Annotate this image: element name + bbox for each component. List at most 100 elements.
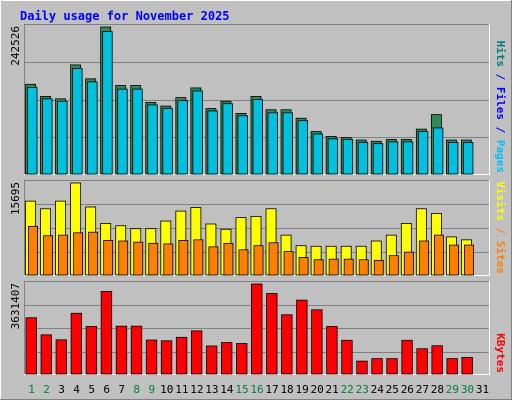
- bar-sites-13: [208, 246, 219, 276]
- x-tick-label-29: 29: [446, 383, 459, 396]
- bar-sites-4: [73, 232, 84, 276]
- bar-sites-27: [418, 240, 429, 276]
- bar-sites-17: [268, 242, 279, 276]
- x-tick-label-19: 19: [295, 383, 308, 396]
- bar-kbytes-10: [160, 340, 173, 375]
- panel-hits-files-pages: 242526 Hits / Files / Pages: [9, 24, 507, 175]
- bar-sites-28: [433, 234, 444, 276]
- bar-kbytes-14: [221, 342, 233, 375]
- bar-kbytes-25: [386, 358, 398, 375]
- bar-kbytes-29: [446, 358, 458, 375]
- x-tick-label-23: 23: [356, 383, 369, 396]
- bar-files-27: [417, 131, 429, 175]
- bar-kbytes-12: [190, 330, 203, 375]
- bar-kbytes-9: [145, 339, 158, 375]
- x-tick-label-5: 5: [88, 383, 95, 396]
- chart-title: Daily usage for November 2025: [20, 9, 230, 23]
- right-axis-label-part: Sites: [494, 241, 507, 274]
- x-tick-label-22: 22: [341, 383, 354, 396]
- x-tick-label-3: 3: [58, 383, 65, 396]
- bar-kbytes-28: [431, 345, 443, 375]
- bar-files-26: [402, 141, 414, 175]
- panel-kbytes: 3631407 KBytes: [9, 281, 507, 375]
- bar-files-30: [463, 142, 474, 175]
- x-tick-label-14: 14: [220, 383, 234, 396]
- right-axis-label-part: Files: [494, 87, 507, 120]
- x-tick-label-12: 12: [190, 383, 203, 396]
- bar-sites-21: [328, 258, 339, 276]
- bar-sites-14: [223, 242, 234, 276]
- right-axis-label-part: KBytes: [494, 333, 507, 373]
- bar-sites-2: [43, 235, 53, 276]
- bar-sites-5: [88, 231, 99, 276]
- bar-files-24: [372, 143, 384, 175]
- bar-files-6: [102, 31, 113, 175]
- bar-kbytes-3: [55, 339, 67, 375]
- right-axis-label-part: /: [494, 67, 507, 87]
- bar-sites-26: [403, 251, 414, 276]
- bar-files-28: [432, 127, 444, 175]
- bar-files-12: [192, 90, 203, 175]
- right-axis-label: Visits / Sites: [494, 181, 507, 274]
- x-tick-label-8: 8: [133, 383, 140, 396]
- bar-files-14: [222, 103, 233, 175]
- bar-files-8: [132, 88, 143, 175]
- bars-kbytes: [25, 283, 473, 375]
- bar-sites-30: [464, 244, 474, 276]
- bar-files-10: [162, 108, 173, 175]
- x-tick-label-10: 10: [160, 383, 173, 396]
- bar-kbytes-1: [25, 317, 37, 375]
- bar-files-4: [72, 68, 83, 175]
- bar-sites-1: [28, 225, 38, 276]
- x-tick-label-24: 24: [371, 383, 385, 396]
- x-tick-label-15: 15: [235, 383, 248, 396]
- bar-sites-22: [343, 258, 354, 276]
- right-axis-label-part: Visits: [494, 181, 507, 221]
- bar-sites-10: [163, 243, 174, 276]
- bar-kbytes-13: [205, 345, 218, 375]
- bar-sites-23: [358, 259, 369, 276]
- bar-kbytes-6: [100, 291, 113, 375]
- x-tick-label-9: 9: [148, 383, 155, 396]
- x-tick-label-13: 13: [205, 383, 218, 396]
- bar-sites-16: [253, 245, 264, 276]
- x-tick-label-21: 21: [326, 383, 339, 396]
- bar-files-20: [312, 133, 324, 175]
- bar-sites-12: [193, 239, 204, 276]
- bar-files-7: [117, 88, 128, 175]
- x-tick-label-11: 11: [175, 383, 188, 396]
- panel-visits-sites: 15695 Visits / Sites: [9, 180, 507, 276]
- bar-files-19: [297, 120, 309, 175]
- bar-sites-3: [58, 234, 68, 276]
- right-axis-label: KBytes: [494, 333, 507, 373]
- bar-sites-20: [313, 259, 324, 276]
- bar-kbytes-26: [401, 339, 413, 375]
- x-tick-label-30: 30: [461, 383, 474, 396]
- bar-kbytes-30: [461, 356, 473, 375]
- x-tick-label-20: 20: [311, 383, 324, 396]
- x-tick-label-1: 1: [28, 383, 35, 396]
- bar-kbytes-18: [281, 314, 293, 375]
- right-axis-label-part: Pages: [494, 140, 507, 173]
- y-max-label: 3631407: [9, 283, 22, 329]
- bar-files-5: [87, 81, 98, 175]
- bar-files-25: [387, 141, 399, 175]
- bar-sites-18: [283, 251, 294, 276]
- bar-files-15: [237, 115, 248, 175]
- bar-sites-9: [148, 242, 159, 276]
- right-axis-label: Hits / Files / Pages: [494, 41, 507, 174]
- bar-files-1: [27, 86, 38, 175]
- bar-kbytes-19: [296, 299, 308, 375]
- bar-kbytes-17: [266, 293, 278, 375]
- bar-files-3: [57, 100, 68, 175]
- bar-kbytes-20: [311, 309, 323, 375]
- panels: 242526 Hits / Files / Pages 15695 Visits / …: [9, 24, 507, 375]
- x-tick-label-6: 6: [103, 383, 110, 396]
- bars-hits-files-pages: [25, 26, 474, 175]
- bar-files-11: [177, 100, 188, 175]
- x-tick-label-17: 17: [265, 383, 278, 396]
- bar-files-22: [342, 139, 354, 175]
- right-axis-label-part: Hits: [494, 41, 507, 68]
- bar-sites-8: [133, 241, 144, 276]
